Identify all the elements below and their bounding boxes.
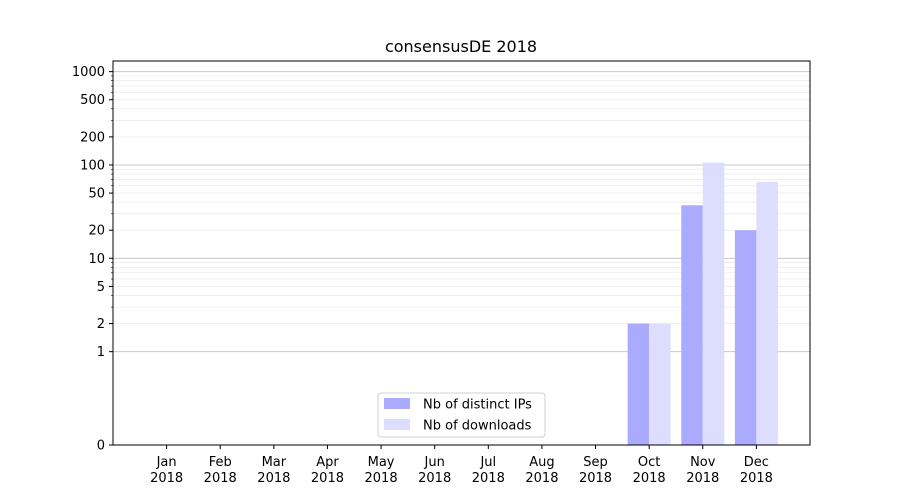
y-tick-label: 100 [80, 158, 105, 173]
x-tick-label-year: 2018 [257, 471, 290, 486]
y-tick-label: 1000 [72, 65, 105, 80]
x-tick-label-month: Jul [479, 455, 496, 470]
bar-nb-of-downloads-dec [756, 181, 778, 445]
x-tick-label-year: 2018 [686, 471, 719, 486]
y-tick-label: 20 [88, 224, 105, 239]
chart-title: consensusDE 2018 [385, 37, 537, 56]
legend-swatch [384, 419, 410, 430]
x-tick-label-year: 2018 [418, 471, 451, 486]
x-tick-label-month: May [368, 455, 395, 470]
y-tick-label: 1 [97, 345, 105, 360]
legend-swatch [384, 398, 410, 409]
y-tick-label: 2 [97, 317, 105, 332]
y-tick-label: 200 [80, 130, 105, 145]
y-tick-label: 0 [97, 439, 105, 454]
legend-box [377, 392, 546, 438]
x-tick-label-year: 2018 [204, 471, 237, 486]
x-tick-label-year: 2018 [472, 471, 505, 486]
legend-label: Nb of downloads [423, 419, 532, 434]
bar-nb-of-distinct-ips-oct [627, 323, 650, 445]
plot-frame [112, 60, 811, 446]
bar-nb-of-downloads-oct [649, 323, 671, 445]
x-tick-label-year: 2018 [579, 471, 612, 486]
x-tick-label-month: Apr [316, 455, 339, 470]
y-tick-label: 50 [88, 187, 105, 202]
x-tick-label-year: 2018 [311, 471, 344, 486]
legend-label: Nb of distinct IPs [423, 398, 532, 413]
x-tick-label-year: 2018 [740, 471, 773, 486]
x-tick-label-month: Jun [424, 455, 445, 470]
x-tick-label-month: Jan [156, 455, 177, 470]
x-tick-label-year: 2018 [633, 471, 666, 486]
x-tick-label-month: Aug [529, 455, 554, 470]
x-tick-label-year: 2018 [525, 471, 558, 486]
bar-nb-of-distinct-ips-nov [681, 205, 703, 445]
x-tick-label-month: Mar [262, 455, 287, 470]
x-tick-label-month: Nov [690, 455, 716, 470]
bar-nb-of-downloads-nov [702, 162, 725, 445]
bar-nb-of-distinct-ips-dec [734, 230, 757, 445]
x-tick-label-month: Oct [638, 455, 660, 470]
x-tick-label-month: Dec [744, 455, 769, 470]
y-tick-label: 10 [88, 252, 105, 267]
x-tick-label-month: Sep [583, 455, 608, 470]
x-tick-label-month: Feb [209, 455, 232, 470]
y-tick-label: 500 [80, 93, 105, 108]
x-tick-label-year: 2018 [150, 471, 183, 486]
x-tick-label-year: 2018 [365, 471, 398, 486]
y-tick-label: 5 [97, 280, 105, 295]
